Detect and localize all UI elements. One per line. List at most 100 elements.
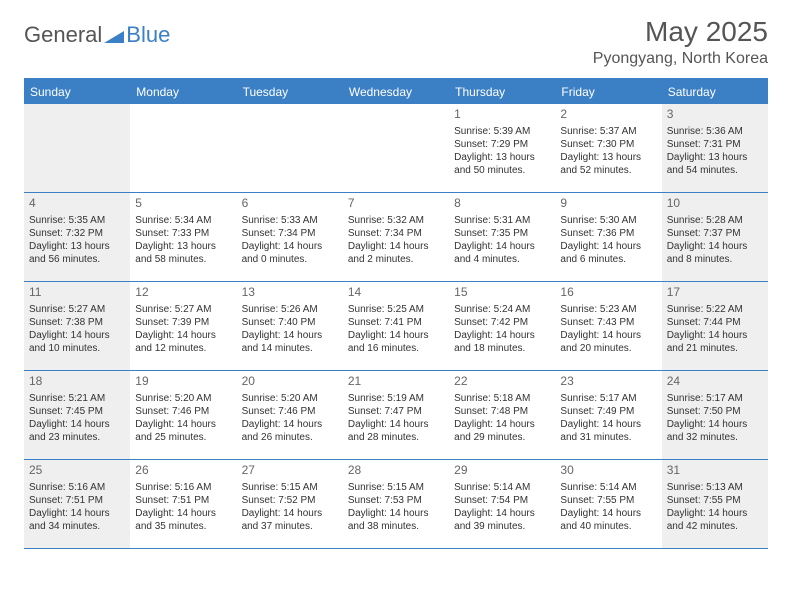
daylight1-text: Daylight: 14 hours [667, 507, 763, 520]
day-cell: 16Sunrise: 5:23 AMSunset: 7:43 PMDayligh… [555, 282, 661, 370]
daylight1-text: Daylight: 13 hours [29, 240, 125, 253]
day-cell: 29Sunrise: 5:14 AMSunset: 7:54 PMDayligh… [449, 460, 555, 548]
daylight2-text: and 50 minutes. [454, 164, 550, 177]
daylight1-text: Daylight: 13 hours [560, 151, 656, 164]
sunset-text: Sunset: 7:34 PM [348, 227, 444, 240]
day-number: 4 [29, 196, 125, 212]
sunrise-text: Sunrise: 5:16 AM [135, 481, 231, 494]
sunrise-text: Sunrise: 5:17 AM [560, 392, 656, 405]
sunset-text: Sunset: 7:41 PM [348, 316, 444, 329]
day-number: 31 [667, 463, 763, 479]
day-cell: 13Sunrise: 5:26 AMSunset: 7:40 PMDayligh… [237, 282, 343, 370]
sunset-text: Sunset: 7:49 PM [560, 405, 656, 418]
daylight1-text: Daylight: 14 hours [135, 418, 231, 431]
sunset-text: Sunset: 7:43 PM [560, 316, 656, 329]
sunset-text: Sunset: 7:48 PM [454, 405, 550, 418]
daylight2-text: and 6 minutes. [560, 253, 656, 266]
logo-triangle-icon [104, 27, 124, 43]
calendar-page: General Blue May 2025 Pyongyang, North K… [0, 0, 792, 557]
day-cell [24, 104, 130, 192]
sunrise-text: Sunrise: 5:39 AM [454, 125, 550, 138]
sunset-text: Sunset: 7:34 PM [242, 227, 338, 240]
day-number: 14 [348, 285, 444, 301]
day-number: 26 [135, 463, 231, 479]
daylight1-text: Daylight: 14 hours [348, 507, 444, 520]
daylight1-text: Daylight: 13 hours [454, 151, 550, 164]
day-number: 25 [29, 463, 125, 479]
daylight1-text: Daylight: 14 hours [348, 418, 444, 431]
week-row: 1Sunrise: 5:39 AMSunset: 7:29 PMDaylight… [24, 104, 768, 193]
daylight1-text: Daylight: 14 hours [454, 240, 550, 253]
sunset-text: Sunset: 7:44 PM [667, 316, 763, 329]
daylight2-text: and 26 minutes. [242, 431, 338, 444]
sunrise-text: Sunrise: 5:13 AM [667, 481, 763, 494]
daylight1-text: Daylight: 14 hours [242, 418, 338, 431]
day-number: 17 [667, 285, 763, 301]
day-number: 10 [667, 196, 763, 212]
sunrise-text: Sunrise: 5:36 AM [667, 125, 763, 138]
daylight2-text: and 16 minutes. [348, 342, 444, 355]
day-cell: 28Sunrise: 5:15 AMSunset: 7:53 PMDayligh… [343, 460, 449, 548]
sunset-text: Sunset: 7:32 PM [29, 227, 125, 240]
sunrise-text: Sunrise: 5:15 AM [348, 481, 444, 494]
sunset-text: Sunset: 7:51 PM [29, 494, 125, 507]
day-cell: 5 Sunrise: 5:34 AMSunset: 7:33 PMDaylight… [130, 193, 236, 281]
day-cell: 8Sunrise: 5:31 AMSunset: 7:35 PMDaylight… [449, 193, 555, 281]
sunrise-text: Sunrise: 5:16 AM [29, 481, 125, 494]
daylight2-text: and 58 minutes. [135, 253, 231, 266]
sunset-text: Sunset: 7:52 PM [242, 494, 338, 507]
sunrise-text: Sunrise: 5:22 AM [667, 303, 763, 316]
daylight2-text: and 8 minutes. [667, 253, 763, 266]
day-number: 21 [348, 374, 444, 390]
day-number: 28 [348, 463, 444, 479]
day-number: 11 [29, 285, 125, 301]
daylight2-text: and 52 minutes. [560, 164, 656, 177]
weekday-header: Thursday [449, 80, 555, 104]
daylight2-text: and 10 minutes. [29, 342, 125, 355]
day-cell: 14Sunrise: 5:25 AMSunset: 7:41 PMDayligh… [343, 282, 449, 370]
weekday-header: Sunday [24, 80, 130, 104]
day-cell: 27Sunrise: 5:15 AMSunset: 7:52 PMDayligh… [237, 460, 343, 548]
day-number: 29 [454, 463, 550, 479]
day-cell [237, 104, 343, 192]
day-number: 9 [560, 196, 656, 212]
daylight1-text: Daylight: 13 hours [135, 240, 231, 253]
day-cell: 23Sunrise: 5:17 AMSunset: 7:49 PMDayligh… [555, 371, 661, 459]
day-cell: 17Sunrise: 5:22 AMSunset: 7:44 PMDayligh… [662, 282, 768, 370]
day-number: 30 [560, 463, 656, 479]
day-number: 24 [667, 374, 763, 390]
daylight2-text: and 56 minutes. [29, 253, 125, 266]
daylight2-text: and 25 minutes. [135, 431, 231, 444]
sunrise-text: Sunrise: 5:23 AM [560, 303, 656, 316]
sunset-text: Sunset: 7:33 PM [135, 227, 231, 240]
weekday-header: Monday [130, 80, 236, 104]
day-cell: 20Sunrise: 5:20 AMSunset: 7:46 PMDayligh… [237, 371, 343, 459]
day-cell: 30Sunrise: 5:14 AMSunset: 7:55 PMDayligh… [555, 460, 661, 548]
daylight1-text: Daylight: 14 hours [348, 240, 444, 253]
sunrise-text: Sunrise: 5:20 AM [242, 392, 338, 405]
day-number: 23 [560, 374, 656, 390]
sunrise-text: Sunrise: 5:27 AM [135, 303, 231, 316]
day-number: 22 [454, 374, 550, 390]
day-number: 5 [135, 196, 231, 212]
daylight2-text: and 20 minutes. [560, 342, 656, 355]
sunrise-text: Sunrise: 5:15 AM [242, 481, 338, 494]
daylight1-text: Daylight: 14 hours [242, 240, 338, 253]
day-cell [130, 104, 236, 192]
sunrise-text: Sunrise: 5:24 AM [454, 303, 550, 316]
daylight1-text: Daylight: 13 hours [667, 151, 763, 164]
week-row: 18Sunrise: 5:21 AMSunset: 7:45 PMDayligh… [24, 371, 768, 460]
daylight1-text: Daylight: 14 hours [242, 329, 338, 342]
daylight1-text: Daylight: 14 hours [560, 329, 656, 342]
weekday-row: SundayMondayTuesdayWednesdayThursdayFrid… [24, 80, 768, 104]
sunrise-text: Sunrise: 5:35 AM [29, 214, 125, 227]
day-cell: 7Sunrise: 5:32 AMSunset: 7:34 PMDaylight… [343, 193, 449, 281]
sunset-text: Sunset: 7:29 PM [454, 138, 550, 151]
day-cell: 31Sunrise: 5:13 AMSunset: 7:55 PMDayligh… [662, 460, 768, 548]
sunrise-text: Sunrise: 5:34 AM [135, 214, 231, 227]
daylight2-text: and 18 minutes. [454, 342, 550, 355]
daylight2-text: and 40 minutes. [560, 520, 656, 533]
sunrise-text: Sunrise: 5:21 AM [29, 392, 125, 405]
sunset-text: Sunset: 7:51 PM [135, 494, 231, 507]
day-cell: 3Sunrise: 5:36 AMSunset: 7:31 PMDaylight… [662, 104, 768, 192]
